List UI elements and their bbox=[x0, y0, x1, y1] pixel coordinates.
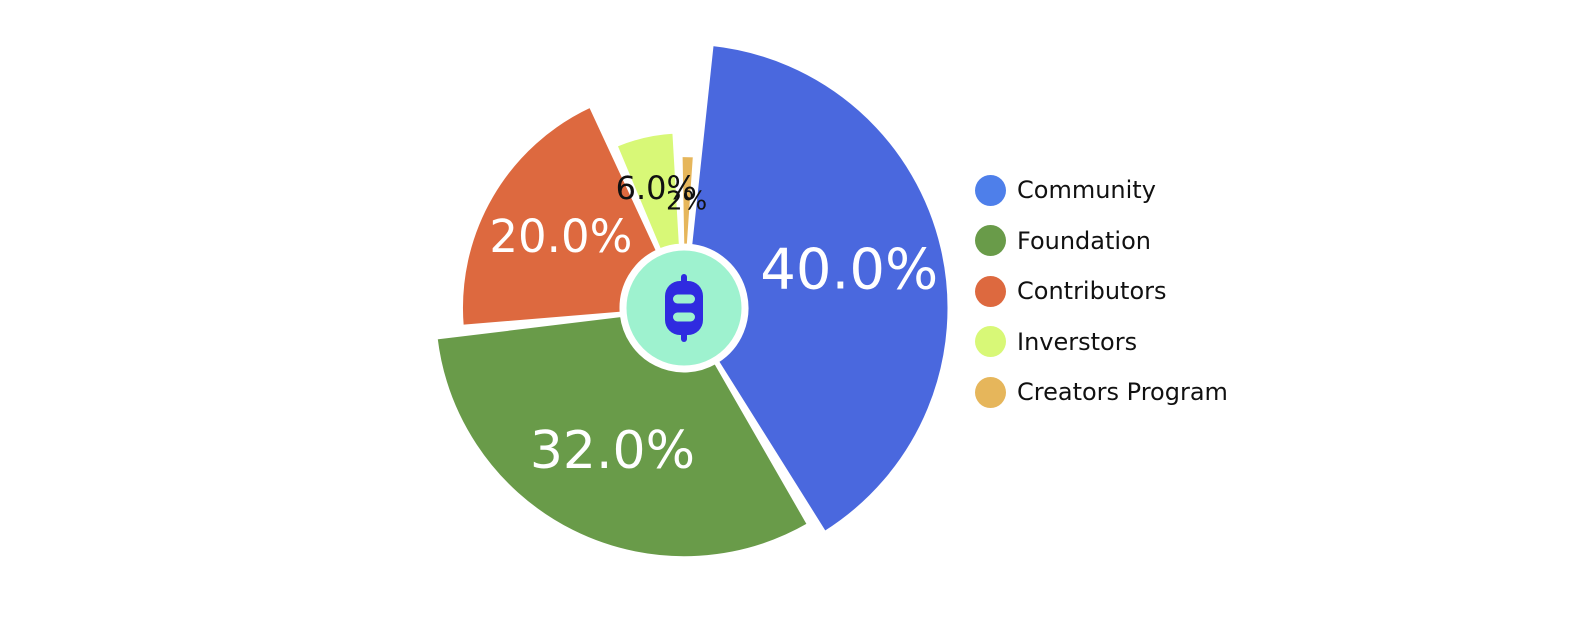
center-badge bbox=[621, 245, 747, 371]
slice-data-label: 6.0% bbox=[616, 169, 697, 207]
legend-swatch bbox=[975, 225, 1006, 257]
legend-item-foundation[interactable]: Foundation bbox=[975, 216, 1295, 267]
legend: Community Foundation Contributors Invers… bbox=[975, 165, 1295, 418]
legend-label: Community bbox=[1017, 176, 1156, 205]
legend-item-inverstors[interactable]: Inverstors bbox=[975, 317, 1295, 368]
legend-label: Foundation bbox=[1017, 226, 1151, 255]
legend-item-community[interactable]: Community bbox=[975, 165, 1295, 216]
legend-item-contributors[interactable]: Contributors bbox=[975, 266, 1295, 317]
legend-label: Inverstors bbox=[1017, 327, 1138, 356]
legend-swatch bbox=[975, 376, 1006, 408]
slice-data-label: 20.0% bbox=[489, 210, 632, 263]
pie-slice-creators-program[interactable] bbox=[679, 154, 696, 247]
legend-label: Contributors bbox=[1017, 277, 1167, 306]
pie-slice-inverstors[interactable] bbox=[614, 130, 682, 252]
pie-slice-contributors[interactable] bbox=[460, 104, 659, 328]
pie-slice-foundation[interactable] bbox=[434, 314, 810, 560]
bitcoin-logo-icon bbox=[665, 274, 703, 342]
legend-swatch bbox=[975, 326, 1006, 358]
legend-swatch bbox=[975, 275, 1006, 307]
slice-data-label: 40.0% bbox=[760, 237, 938, 302]
legend-item-creators-program[interactable]: Creators Program bbox=[975, 367, 1295, 418]
legend-label: Creators Program bbox=[1017, 378, 1228, 407]
legend-swatch bbox=[975, 174, 1006, 206]
slice-data-label: 32.0% bbox=[530, 421, 695, 481]
pie-slice-community[interactable] bbox=[689, 43, 951, 534]
slice-data-label: 2% bbox=[666, 186, 707, 216]
